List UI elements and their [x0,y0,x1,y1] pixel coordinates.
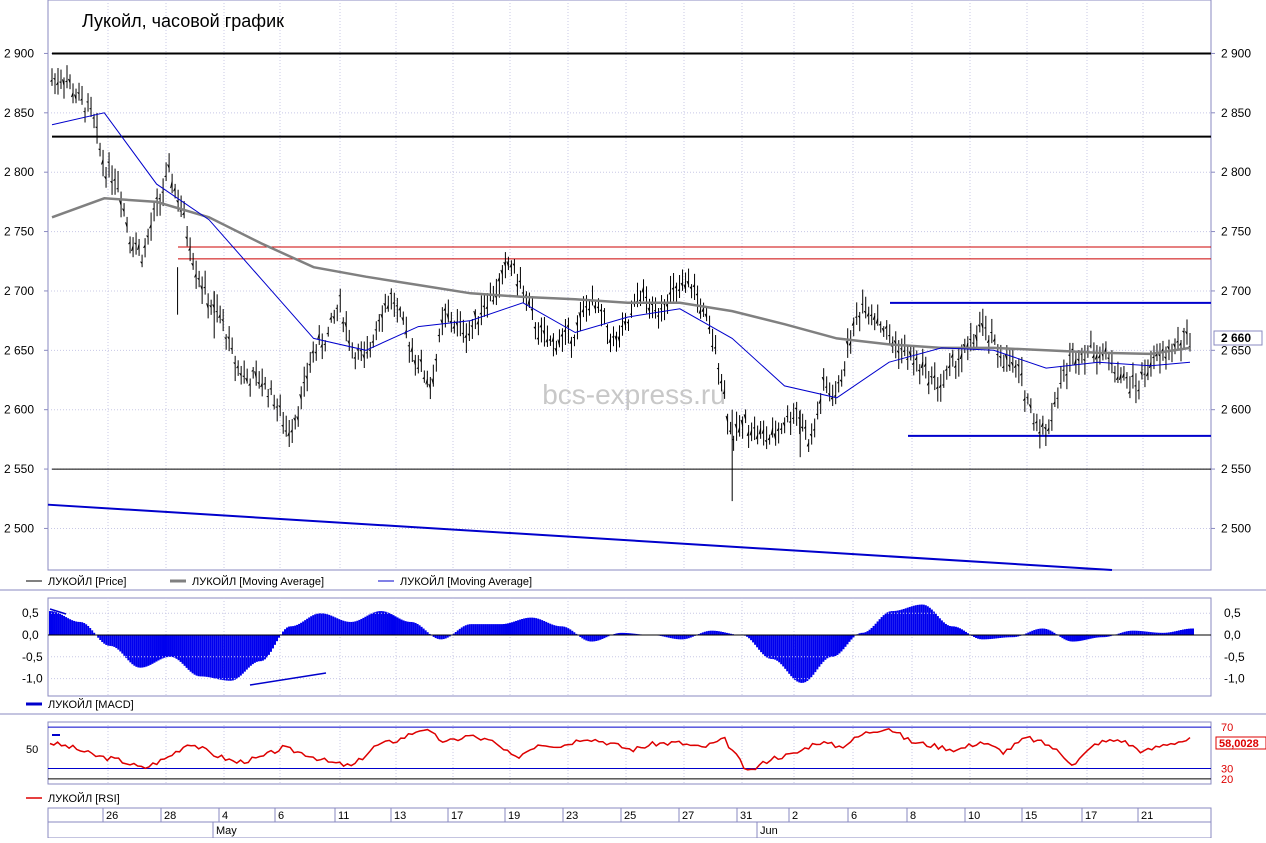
last-price-label: 2 660 [1221,331,1251,345]
time-label-4: 11 [338,810,349,822]
price-bar-open-261 [834,396,836,397]
price-tick-label-left-0: 2 500 [4,521,34,535]
time-label-13: 6 [851,810,857,822]
price-bar-open-264 [843,370,845,371]
time-label-11: 31 [740,810,752,822]
time-label-17: 17 [1085,810,1097,822]
price-bar-open-193 [630,314,632,315]
price-tick-label-right-4: 2 700 [1221,284,1251,298]
rsi-level-label-70: 70 [1221,722,1233,734]
price-bar-open-187 [612,337,614,338]
time-label-16: 15 [1025,810,1037,822]
legend-rsi-label: ЛУКОЙЛ [RSI] [48,792,120,805]
chart-title: Лукойл, часовой график [82,11,284,31]
price-tick-label-left-8: 2 900 [4,46,34,60]
month-label-1: Jun [760,825,778,837]
month-label-0: May [216,825,237,837]
time-label-12: 2 [792,810,798,822]
price-bar-open-129 [438,335,440,336]
price-bar-open-34 [153,209,155,210]
price-tick-label-left-6: 2 800 [4,165,34,179]
price-bar-open-258 [825,387,827,388]
macd-tick-label-right-3: -1,0 [1224,672,1245,686]
legend-macd-label: ЛУКОЙЛ [MACD] [48,698,134,711]
time-label-10: 27 [682,810,694,822]
price-bar-open-92 [327,333,329,334]
price-bar-open-247 [792,418,794,419]
time-label-18: 21 [1141,810,1153,822]
time-label-2: 4 [222,810,228,822]
legend-ma-gray-label: ЛУКОЙЛ [Moving Average] [192,575,324,588]
price-tick-label-right-0: 2 500 [1221,521,1251,535]
macd-tick-label-left-1: 0,0 [22,628,39,642]
macd-tick-label-left-3: -1,0 [22,672,43,686]
price-tick-label-right-8: 2 900 [1221,46,1251,60]
time-label-0: 26 [106,810,118,822]
time-label-5: 13 [394,810,406,822]
price-bar-open-38 [165,176,167,177]
time-label-8: 23 [566,810,578,822]
time-label-14: 8 [910,810,916,822]
main-legend: ЛУКОЙЛ [Price] ЛУКОЙЛ [Moving Average] Л… [26,575,532,588]
price-tick-label-left-3: 2 650 [4,343,34,357]
time-label-15: 10 [968,810,980,822]
legend-price-label: ЛУКОЙЛ [Price] [48,575,126,588]
watermark: bcs-express.ru [542,379,726,410]
price-bar-open-14 [93,118,95,119]
price-tick-label-right-2: 2 600 [1221,403,1251,417]
price-tick-label-left-2: 2 600 [4,403,34,417]
price-bar-open-64 [243,376,245,377]
macd-tick-label-left-2: -0,5 [22,650,43,664]
price-bar-open-3 [60,82,62,83]
price-bar-open-325 [1026,397,1028,398]
price-bar-open-15 [96,127,98,128]
macd-tick-label-right-2: -0,5 [1224,650,1245,664]
time-label-9: 25 [624,810,636,822]
macd-tick-label-right-0: 0,5 [1224,606,1241,620]
price-tick-label-left-7: 2 850 [4,106,34,120]
time-label-6: 17 [451,810,463,822]
time-label-3: 6 [278,810,284,822]
price-bar-open-36 [159,198,161,199]
price-bar-open-108 [375,330,377,331]
price-bar-open-184 [603,311,605,312]
price-tick-label-right-1: 2 550 [1221,462,1251,476]
price-tick-label-right-6: 2 800 [1221,165,1251,179]
rsi-left-label: 50 [26,744,38,756]
price-tick-label-right-7: 2 850 [1221,106,1251,120]
price-bar-open-249 [798,418,800,419]
rsi-level-label-20: 20 [1221,774,1233,786]
price-bar-open-84 [303,382,305,383]
macd-tick-label-left-0: 0,5 [22,606,39,620]
price-bar-open-43 [180,211,182,212]
price-tick-label-left-1: 2 550 [4,462,34,476]
legend-ma-blue-label: ЛУКОЙЛ [Moving Average] [400,575,532,588]
time-label-7: 19 [508,810,520,822]
price-tick-label-left-5: 2 750 [4,225,34,239]
price-tick-label-right-5: 2 750 [1221,225,1251,239]
macd-tick-label-right-1: 0,0 [1224,628,1241,642]
price-bar-open-178 [585,307,587,308]
price-bar-open-78 [285,431,287,432]
rsi-last-value: 58,0028 [1219,738,1259,750]
time-label-1: 28 [164,810,176,822]
price-tick-label-left-4: 2 700 [4,284,34,298]
